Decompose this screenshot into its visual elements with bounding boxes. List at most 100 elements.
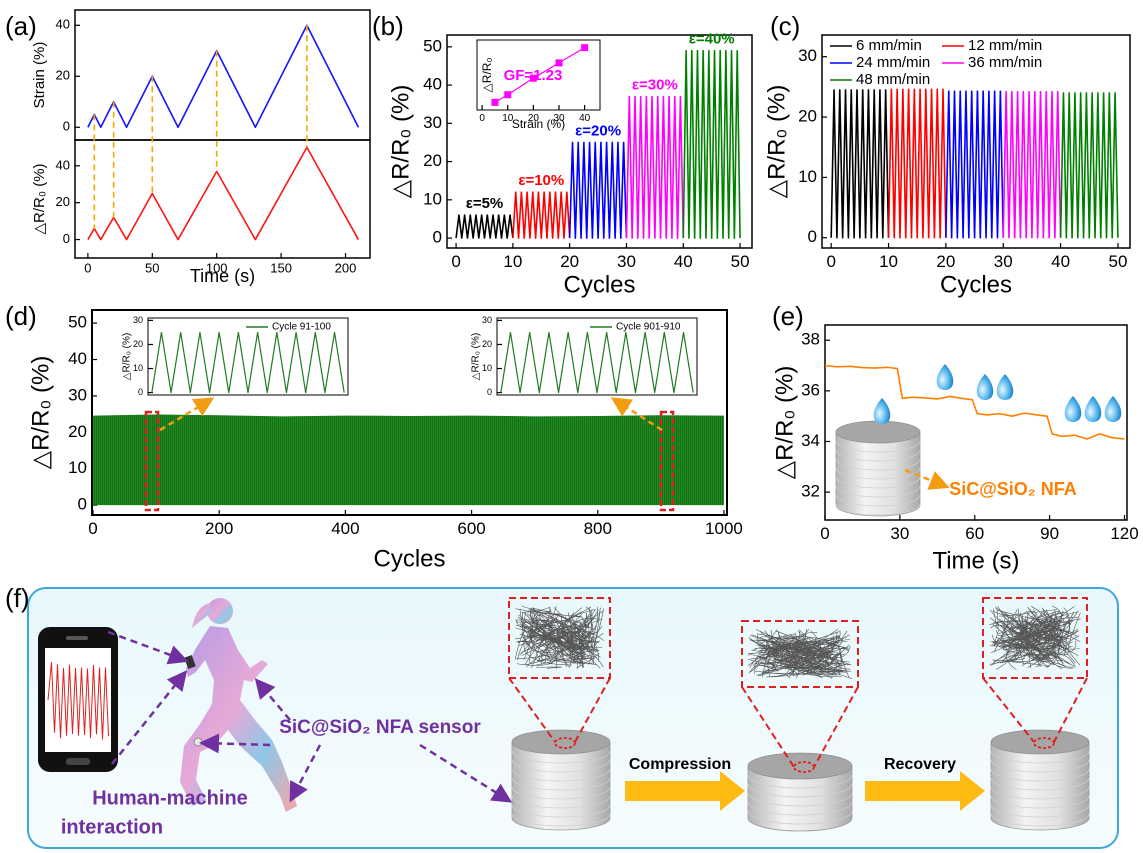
legend-label: 48 mm/min bbox=[856, 71, 930, 88]
x-tick-label: 50 bbox=[731, 252, 750, 271]
legend-label: 24 mm/min bbox=[856, 54, 930, 71]
x-tick-label: 40 bbox=[1051, 252, 1070, 271]
series-annotation: ε=10% bbox=[518, 172, 564, 189]
y-tick-label: 50 bbox=[68, 313, 87, 332]
y-tick-label: 50 bbox=[423, 36, 442, 55]
interaction-label: Human-machine bbox=[92, 787, 248, 809]
panel-label: (b) bbox=[372, 11, 404, 41]
cylinder-top bbox=[512, 730, 610, 754]
x-tick-label: 40 bbox=[579, 113, 591, 124]
cylinder-top bbox=[991, 730, 1089, 754]
x-tick-label: 30 bbox=[617, 252, 636, 271]
x-tick-label: 200 bbox=[335, 260, 357, 275]
y-axis-label: △R/R₀ (%) bbox=[763, 85, 790, 199]
water-drop bbox=[874, 398, 891, 424]
y-axis-label: △R/R₀ (%) bbox=[31, 163, 48, 234]
x-tick-label: 0 bbox=[479, 113, 485, 124]
series-annotation: ε=5% bbox=[466, 195, 504, 212]
x-tick-label: 0 bbox=[451, 252, 460, 271]
data-line bbox=[456, 215, 513, 238]
page: 02040Strain (%)(a)02040050100150200△R/R₀… bbox=[0, 0, 1143, 853]
legend-label: 6 mm/min bbox=[856, 37, 922, 54]
plot-frame bbox=[75, 10, 370, 140]
x-axis-label: Cycles bbox=[940, 271, 1012, 298]
y-axis-label: Strain (%) bbox=[31, 42, 48, 109]
y-tick-label: 30 bbox=[133, 315, 143, 325]
x-tick-label: 20 bbox=[560, 252, 579, 271]
y-tick-label: 20 bbox=[56, 194, 70, 209]
x-tick-label: 0 bbox=[826, 252, 835, 271]
panel-label: (f) bbox=[5, 583, 30, 613]
water-drop bbox=[977, 374, 994, 400]
y-tick-label: 20 bbox=[133, 339, 143, 349]
x-axis-label: Time (s) bbox=[190, 266, 255, 286]
y-tick-label: 30 bbox=[423, 113, 442, 132]
x-tick-label: 0 bbox=[84, 260, 91, 275]
x-axis-label: Time (s) bbox=[932, 547, 1019, 574]
panel-label: (d) bbox=[5, 301, 37, 331]
water-drop bbox=[937, 364, 954, 390]
cylinder-body bbox=[836, 432, 920, 516]
legend-label: 36 mm/min bbox=[968, 54, 1042, 71]
x-tick-label: 10 bbox=[503, 252, 522, 271]
panel-label: (c) bbox=[770, 11, 800, 41]
band-texture bbox=[93, 415, 724, 506]
panel-label: (e) bbox=[772, 301, 804, 331]
data-line bbox=[683, 51, 740, 238]
phone-speaker bbox=[66, 636, 88, 640]
x-tick-label: 120 bbox=[1110, 524, 1138, 543]
y-tick-label: 0 bbox=[138, 387, 143, 397]
x-tick-label: 30 bbox=[994, 252, 1013, 271]
data-line bbox=[513, 192, 570, 238]
y-tick-label: 10 bbox=[482, 363, 492, 373]
data-point bbox=[504, 91, 511, 98]
figure: 02040Strain (%)(a)02040050100150200△R/R₀… bbox=[0, 0, 1143, 853]
x-axis-label: Strain (%) bbox=[512, 117, 565, 131]
data-line bbox=[831, 90, 888, 238]
sensor-label: SiC@SiO₂ NFA sensor bbox=[279, 717, 481, 738]
data-point bbox=[491, 99, 498, 106]
y-tick-label: 40 bbox=[68, 349, 87, 368]
data-line bbox=[1061, 93, 1118, 238]
x-tick-label: 400 bbox=[331, 519, 359, 538]
interaction-label: interaction bbox=[61, 816, 163, 838]
y-tick-label: 30 bbox=[482, 315, 492, 325]
data-line bbox=[946, 91, 1003, 238]
data-line bbox=[889, 89, 946, 237]
cylinder-top bbox=[836, 421, 920, 443]
y-tick-label: 40 bbox=[56, 17, 70, 32]
legend-label: Cycle 901-910 bbox=[616, 322, 681, 333]
x-tick-label: 20 bbox=[936, 252, 955, 271]
y-tick-label: 10 bbox=[798, 167, 817, 186]
data-line bbox=[1003, 92, 1060, 238]
legend-label: Cycle 91-100 bbox=[272, 322, 331, 333]
y-tick-label: 20 bbox=[68, 422, 87, 441]
x-tick-label: 90 bbox=[1040, 524, 1059, 543]
x-tick-label: 40 bbox=[674, 252, 693, 271]
data-point bbox=[581, 44, 588, 51]
y-tick-label: 32 bbox=[801, 482, 820, 501]
data-point bbox=[556, 59, 563, 66]
y-axis-label: △R/R₀ (%) bbox=[122, 333, 133, 380]
y-axis-label: △R/R₀ (%) bbox=[771, 366, 798, 480]
y-tick-label: 10 bbox=[133, 363, 143, 373]
y-tick-label: 38 bbox=[801, 330, 820, 349]
y-tick-label: 20 bbox=[423, 151, 442, 170]
plot-frame bbox=[75, 140, 370, 258]
process-label: Recovery bbox=[884, 756, 956, 773]
x-tick-label: 0 bbox=[820, 524, 829, 543]
knee-sensor bbox=[194, 738, 202, 746]
cylinder-top bbox=[748, 753, 852, 779]
series-annotation: ε=30% bbox=[632, 77, 678, 94]
y-axis-label: △R/R₀ bbox=[480, 58, 494, 93]
y-tick-label: 0 bbox=[63, 231, 70, 246]
y-axis-label: △R/R₀ (%) bbox=[27, 356, 54, 470]
y-tick-label: 0 bbox=[78, 495, 87, 514]
water-drop bbox=[1085, 396, 1102, 422]
x-tick-label: 200 bbox=[205, 519, 233, 538]
y-tick-label: 20 bbox=[798, 107, 817, 126]
y-tick-label: 20 bbox=[56, 68, 70, 83]
data-line bbox=[88, 147, 359, 239]
x-tick-label: 60 bbox=[965, 524, 984, 543]
panel-label: (a) bbox=[5, 11, 37, 41]
